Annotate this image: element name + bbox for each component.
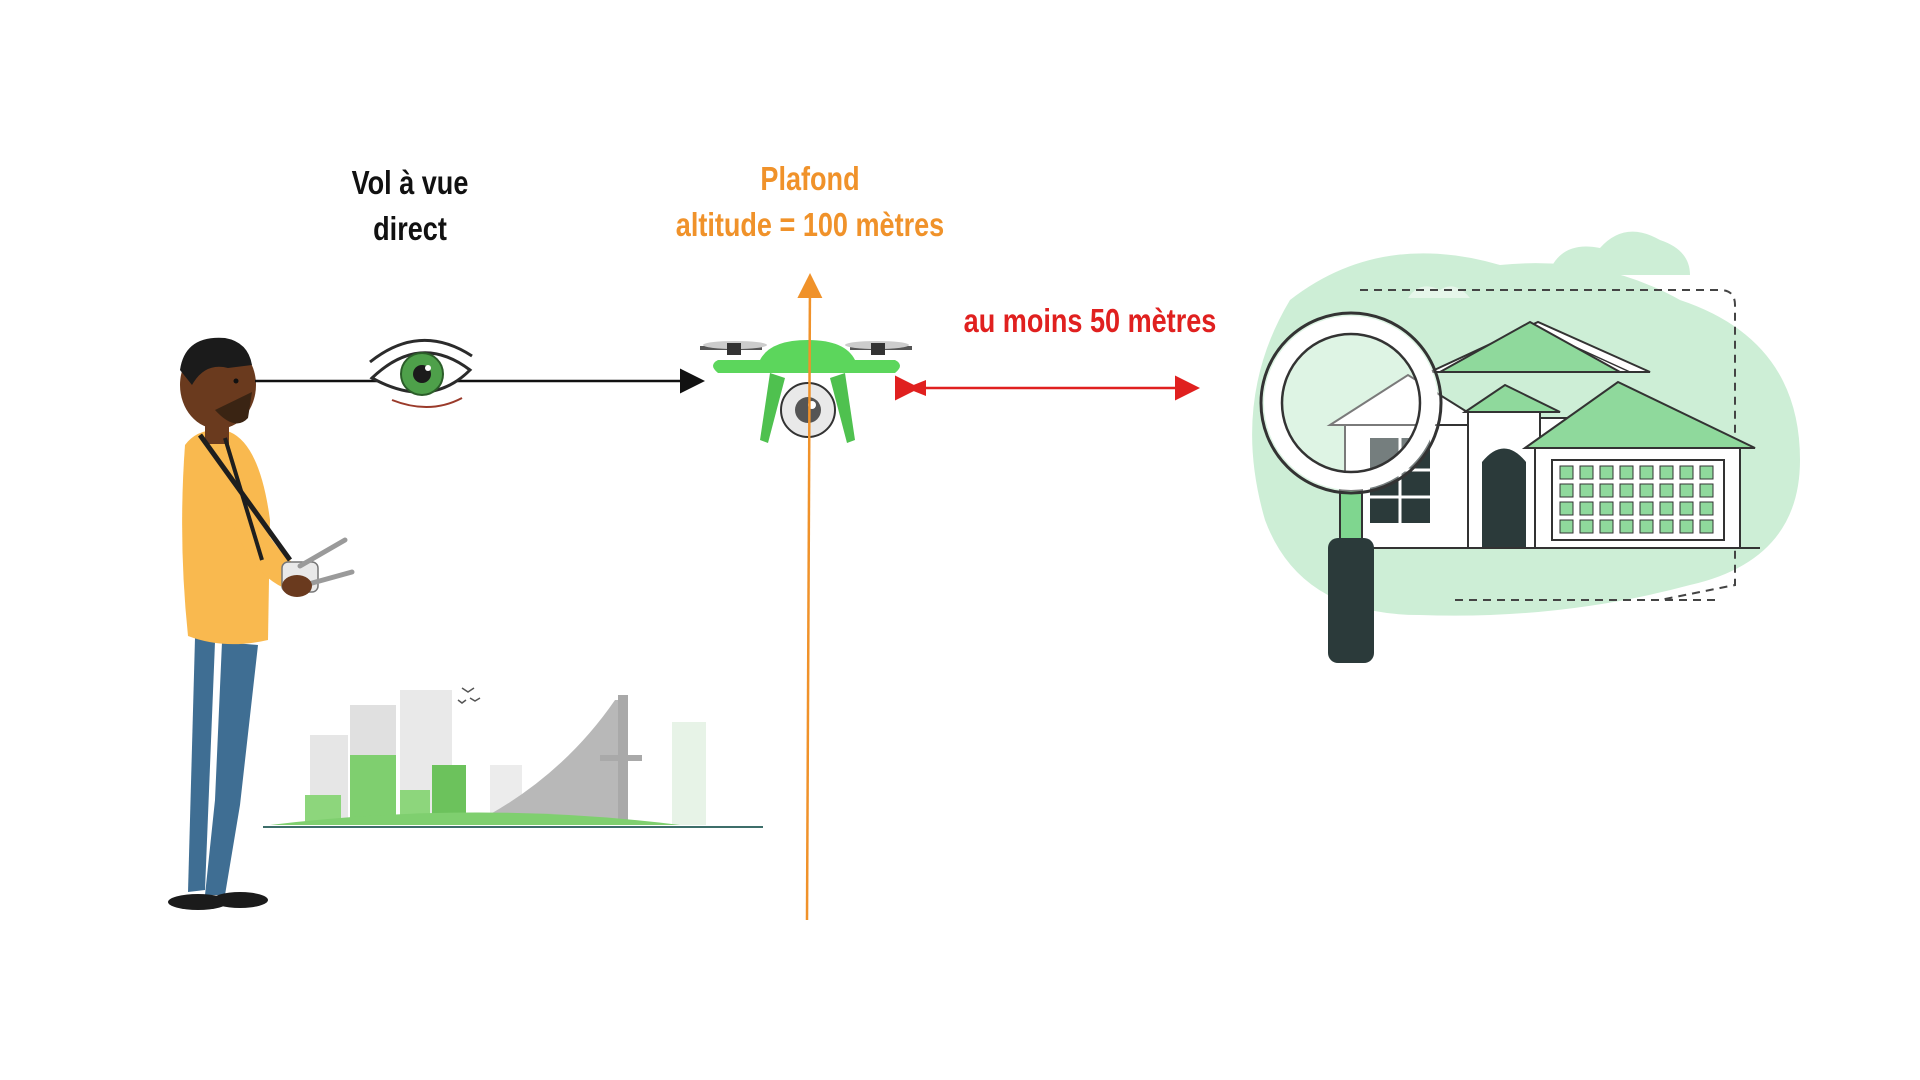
distance-text: au moins 50 mètres xyxy=(963,302,1217,339)
eye-icon xyxy=(369,338,473,409)
house-icon xyxy=(1326,320,1760,549)
city-skyline xyxy=(263,687,763,828)
house-scene xyxy=(1252,231,1800,663)
garage-door-grid xyxy=(1559,465,1714,534)
drone-icon xyxy=(700,340,912,443)
visual-line-text-1: Vol à vue xyxy=(351,164,469,201)
pilot-figure xyxy=(168,337,355,910)
altitude-arrow xyxy=(797,273,823,921)
magnifier-icon xyxy=(1259,311,1443,663)
visual-line-label: Vol à vue direct xyxy=(312,160,509,252)
ceiling-text-2: altitude = 100 mètres xyxy=(675,206,945,243)
ceiling-label: Plafond altitude = 100 mètres xyxy=(646,156,974,248)
ceiling-text-1: Plafond xyxy=(760,160,860,197)
distance-label: au moins 50 mètres xyxy=(918,298,1262,344)
visual-line-text-2: direct xyxy=(373,210,447,247)
